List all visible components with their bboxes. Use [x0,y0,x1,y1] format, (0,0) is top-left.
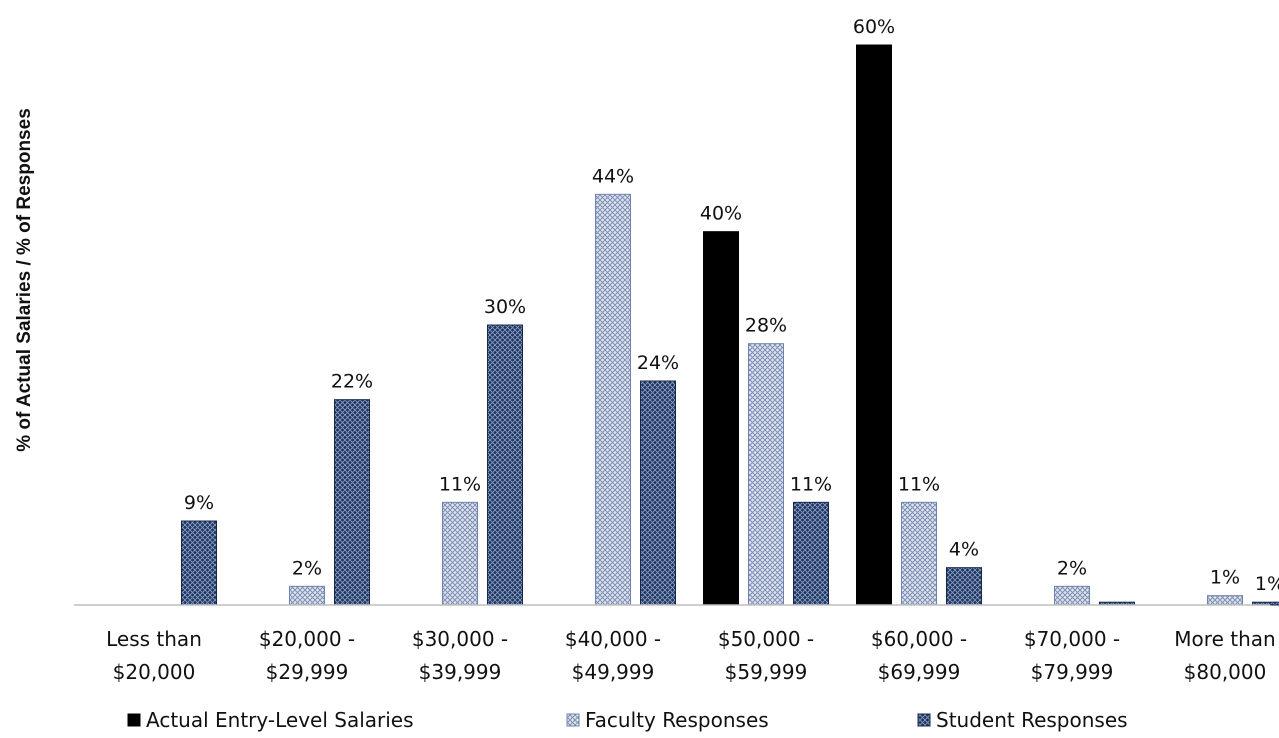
x-tick-labels-group: Less than $20,000 $20,000 - $29,999 $30,000 … [106,627,1276,684]
data-label-1-5: 40% [700,203,742,225]
bar-3-1 [181,520,217,606]
legend-label-1: Actual Entry-Level Salaries [146,708,414,732]
data-label-2-3: 11% [439,473,481,495]
bar-2-2 [289,585,325,606]
bar-2-3 [442,501,478,606]
bar-2-8 [1207,595,1243,606]
data-label-2-4: 44% [592,165,634,187]
legend-swatch-3 [917,713,931,727]
x-tick-label-6-2: $69,999 [878,660,961,684]
data-label-2-5: 28% [745,315,787,337]
x-tick-label-8-2: $80,000 [1184,660,1267,684]
bar-2-4 [595,193,631,606]
bar-2-7 [1054,585,1090,606]
bar-2-5 [748,343,784,606]
data-label-2-7: 2% [1057,557,1087,579]
data-label-3-2: 22% [331,371,373,393]
x-tick-label-1-1: Less than [106,627,202,651]
x-tick-label-8-1: More than [1174,627,1275,651]
data-label-2-8: 1% [1210,567,1240,589]
x-tick-label-3-1: $30,000 - [412,627,508,651]
bar-3-2 [334,399,370,606]
bar-3-4 [640,380,676,606]
data-label-2-2: 2% [292,557,322,579]
data-label-3-3: 30% [484,296,526,318]
x-tick-label-7-1: $70,000 - [1024,627,1120,651]
x-tick-label-4-2: $49,999 [572,660,655,684]
legend-label-2: Faculty Responses [585,708,769,732]
legend-label-3: Student Responses [936,708,1128,732]
data-label-3-1: 9% [184,492,214,514]
data-label-1-6: 60% [853,16,895,38]
x-tick-label-2-2: $29,999 [266,660,349,684]
x-tick-label-2-1: $20,000 - [259,627,355,651]
legend: Actual Entry-Level Salaries Faculty Respo… [127,708,1128,732]
bar-3-3 [487,324,523,606]
bars-group [181,44,1279,606]
bar-3-6 [946,567,982,606]
y-axis-label: % of Actual Salaries / % of Responses [14,108,35,452]
legend-swatch-1 [127,713,141,727]
data-label-3-5: 11% [790,473,832,495]
legend-swatch-2 [566,713,580,727]
data-label-3-4: 24% [637,352,679,374]
x-tick-label-5-1: $50,000 - [718,627,814,651]
bar-1-6 [856,44,892,606]
bar-3-5 [793,501,829,606]
x-tick-label-5-2: $59,999 [725,660,808,684]
x-tick-label-6-1: $60,000 - [871,627,967,651]
data-label-2-6: 11% [898,473,940,495]
data-label-3-8: 1% [1255,573,1279,595]
x-tick-label-4-1: $40,000 - [565,627,661,651]
data-label-3-6: 4% [949,539,979,561]
x-tick-label-1-2: $20,000 [113,660,196,684]
bar-2-6 [901,501,937,606]
data-labels-group: 9% 2% 22% 11% 30% 44% 24% 40% 28% 11% 60% 11% 4% 2% 1%… [184,16,1279,595]
x-tick-label-7-2: $79,999 [1031,660,1114,684]
x-tick-label-3-2: $39,999 [419,660,502,684]
bar-1-5 [703,231,739,606]
